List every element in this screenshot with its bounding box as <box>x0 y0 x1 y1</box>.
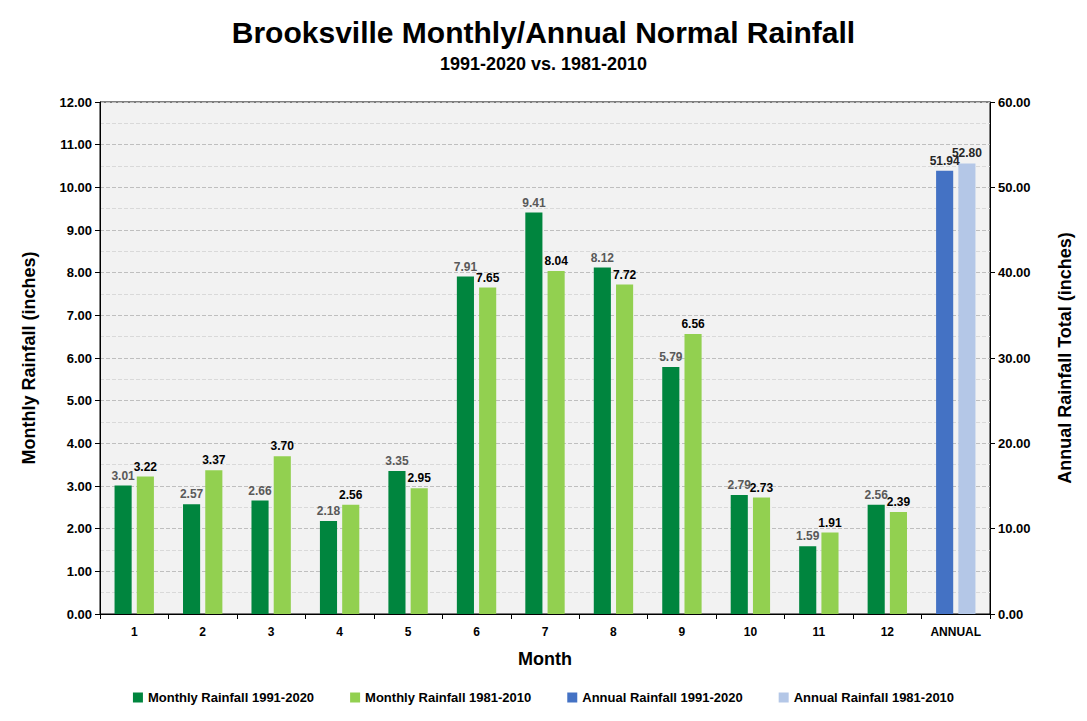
svg-text:5: 5 <box>405 625 412 639</box>
svg-text:Monthly Rainfall 1991-2020: Monthly Rainfall 1991-2020 <box>148 690 314 705</box>
svg-text:8.04: 8.04 <box>544 254 568 268</box>
svg-text:6.56: 6.56 <box>681 317 705 331</box>
svg-text:40.00: 40.00 <box>998 265 1031 280</box>
svg-text:Brooksville Monthly/Annual Nor: Brooksville Monthly/Annual Normal Rainfa… <box>232 16 855 49</box>
svg-text:Annual Rainfall 1981-2010: Annual Rainfall 1981-2010 <box>794 690 954 705</box>
svg-text:3.37: 3.37 <box>202 453 226 467</box>
svg-text:2.00: 2.00 <box>67 521 92 536</box>
svg-text:7.72: 7.72 <box>613 268 637 282</box>
svg-text:2.39: 2.39 <box>887 495 911 509</box>
svg-text:9: 9 <box>679 625 686 639</box>
svg-text:30.00: 30.00 <box>998 351 1031 366</box>
svg-text:10.00: 10.00 <box>998 521 1031 536</box>
svg-text:12.00: 12.00 <box>59 95 92 110</box>
svg-text:3: 3 <box>268 625 275 639</box>
svg-text:1991-2020 vs. 1981-2010: 1991-2020 vs. 1981-2010 <box>440 54 647 74</box>
svg-text:2.73: 2.73 <box>750 481 774 495</box>
svg-text:11.00: 11.00 <box>60 137 92 152</box>
svg-text:7.91: 7.91 <box>454 260 478 274</box>
svg-text:2.57: 2.57 <box>180 487 204 501</box>
svg-text:2.66: 2.66 <box>248 484 272 498</box>
svg-text:9.00: 9.00 <box>67 223 92 238</box>
svg-text:2.56: 2.56 <box>339 488 363 502</box>
svg-text:3.22: 3.22 <box>134 460 158 474</box>
svg-text:0.00: 0.00 <box>67 607 92 622</box>
svg-text:2.95: 2.95 <box>408 471 432 485</box>
svg-text:Month: Month <box>518 649 572 669</box>
svg-text:3.70: 3.70 <box>271 439 295 453</box>
svg-text:20.00: 20.00 <box>998 436 1031 451</box>
svg-text:Monthly Rainfall (inches): Monthly Rainfall (inches) <box>19 251 39 464</box>
svg-text:3.01: 3.01 <box>111 469 135 483</box>
svg-text:8.00: 8.00 <box>67 265 92 280</box>
svg-text:10: 10 <box>744 625 758 639</box>
svg-text:1.91: 1.91 <box>818 516 842 530</box>
svg-text:2.56: 2.56 <box>865 488 889 502</box>
svg-text:3.00: 3.00 <box>67 479 92 494</box>
svg-text:5.79: 5.79 <box>659 350 683 364</box>
svg-text:4.00: 4.00 <box>67 436 92 451</box>
svg-text:9.41: 9.41 <box>522 196 546 210</box>
svg-text:60.00: 60.00 <box>998 95 1031 110</box>
svg-text:52.80: 52.80 <box>952 146 982 160</box>
svg-text:6.00: 6.00 <box>67 351 92 366</box>
svg-text:1.00: 1.00 <box>67 564 92 579</box>
svg-text:10.00: 10.00 <box>59 180 92 195</box>
svg-text:7.65: 7.65 <box>476 271 500 285</box>
svg-text:Annual Rainfall 1991-2020: Annual Rainfall 1991-2020 <box>582 690 742 705</box>
svg-text:6: 6 <box>473 625 480 639</box>
svg-text:3.35: 3.35 <box>385 454 409 468</box>
svg-text:5.00: 5.00 <box>67 393 92 408</box>
svg-text:Monthly Rainfall 1981-2010: Monthly Rainfall 1981-2010 <box>365 690 531 705</box>
svg-text:ANNUAL: ANNUAL <box>930 625 981 639</box>
svg-text:1.59: 1.59 <box>796 529 820 543</box>
svg-text:0.00: 0.00 <box>998 607 1023 622</box>
svg-text:Annual Rainfall Total (inches): Annual Rainfall Total (inches) <box>1055 232 1075 484</box>
svg-text:4: 4 <box>336 625 343 639</box>
svg-text:2.79: 2.79 <box>728 478 752 492</box>
svg-text:12: 12 <box>881 625 895 639</box>
svg-text:8: 8 <box>610 625 617 639</box>
svg-text:7.00: 7.00 <box>67 308 92 323</box>
svg-text:1: 1 <box>131 625 138 639</box>
svg-text:8.12: 8.12 <box>591 251 615 265</box>
svg-text:7: 7 <box>542 625 549 639</box>
svg-text:50.00: 50.00 <box>998 180 1031 195</box>
svg-text:11: 11 <box>813 625 826 639</box>
svg-text:2: 2 <box>199 625 206 639</box>
svg-text:51.94: 51.94 <box>929 153 960 168</box>
svg-text:2.18: 2.18 <box>317 504 341 518</box>
